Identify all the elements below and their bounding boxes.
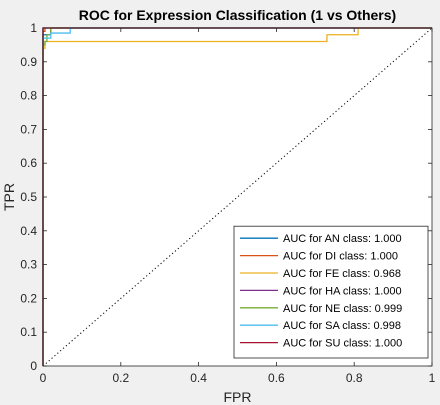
x-tick-label: 0 (40, 371, 47, 385)
y-tick-label: 0 (30, 359, 37, 373)
y-tick-label: 0.5 (20, 190, 37, 204)
x-tick-label: 0.2 (112, 371, 129, 385)
legend-entry-label: AUC for SU class: 1.000 (283, 338, 402, 350)
chance-diagonal-line (42, 27, 433, 367)
legend-entry-label: AUC for AN class: 1.000 (283, 233, 402, 245)
legend-entry-label: AUC for HA class: 1.000 (283, 285, 402, 297)
x-tick-label: 0.6 (268, 371, 285, 385)
legend-box (233, 225, 429, 359)
legend-entry-label: AUC for DI class: 1.000 (283, 251, 398, 263)
y-tick-label: 0.7 (20, 122, 37, 136)
y-tick-label: 1 (30, 21, 37, 35)
y-axis-label: TPR (1, 183, 17, 211)
y-tick-label: 0.9 (20, 55, 37, 69)
x-tick-label: 0.8 (346, 371, 363, 385)
y-tick-label: 0.8 (20, 89, 37, 103)
y-tick-label: 0.4 (20, 224, 37, 238)
x-tick-label: 1 (429, 371, 436, 385)
x-axis-label: FPR (224, 389, 252, 405)
y-tick-label: 0.2 (20, 291, 37, 305)
y-tick-label: 0.6 (20, 156, 37, 170)
chart-title: ROC for Expression Classification (1 vs … (79, 7, 396, 23)
y-tick-label: 0.3 (20, 258, 37, 272)
legend-entry-label: AUC for FE class: 0.968 (283, 268, 401, 280)
legend-entry-label: AUC for NE class: 0.999 (283, 303, 402, 315)
y-tick-label: 0.1 (20, 325, 37, 339)
x-tick-label: 0.4 (190, 371, 207, 385)
legend: AUC for AN class: 1.000 AUC for DI class:… (233, 225, 429, 359)
legend-entry-label: AUC for SA class: 0.998 (283, 320, 401, 332)
